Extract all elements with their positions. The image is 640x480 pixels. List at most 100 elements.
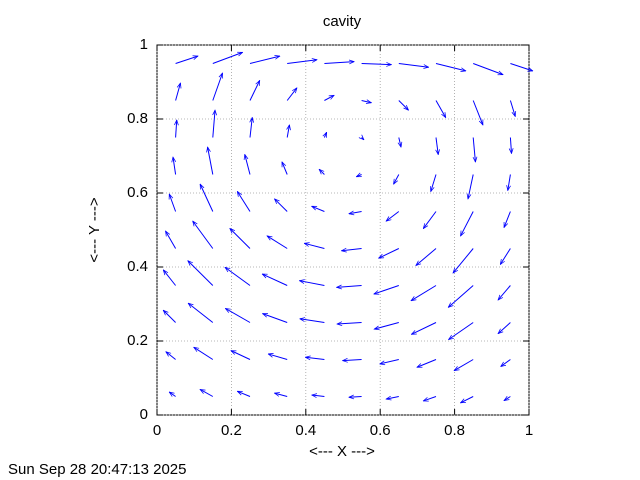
vector-arrow [508, 174, 511, 191]
vector-arrow [268, 354, 288, 360]
vector-arrow [225, 308, 251, 323]
vector-arrow [281, 162, 288, 175]
vector-arrow [349, 212, 362, 214]
vector-arrow [287, 125, 289, 138]
vector-arrow [500, 248, 511, 265]
vector-arrow [237, 390, 251, 397]
vector-arrow [287, 60, 317, 64]
vector-arrow [498, 322, 511, 334]
vector-arrow [411, 322, 437, 335]
y-tick-label: 1 [140, 36, 148, 53]
vector-arrow [343, 360, 362, 361]
y-tick-label: 0.8 [127, 110, 148, 127]
vector-arrow [208, 147, 214, 175]
vector-arrow [305, 357, 325, 359]
vector-arrow [398, 63, 429, 68]
vector-arrow [267, 236, 288, 249]
vector-arrow [468, 174, 474, 199]
vector-arrow [193, 221, 214, 249]
vector-arrow [394, 174, 400, 185]
vector-arrow [245, 155, 251, 175]
vector-arrow [250, 118, 252, 138]
vector-arrow [324, 132, 328, 137]
vector-arrow [453, 248, 474, 273]
vector-arrow [188, 303, 214, 323]
chart-title: cavity [323, 13, 362, 30]
vector-arrow [380, 359, 399, 364]
vector-arrow [361, 101, 372, 103]
x-tick-label: 0.6 [370, 422, 391, 439]
vector-arrow [416, 248, 437, 266]
vector-arrow [194, 347, 214, 360]
vector-arrow [299, 281, 325, 286]
vector-arrow [436, 137, 438, 155]
vector-arrow [473, 137, 475, 162]
vector-arrow [501, 359, 511, 367]
vector-arrow [263, 314, 288, 323]
vector-arrow [473, 63, 503, 75]
vector-arrow [386, 397, 399, 400]
vector-arrow [175, 56, 198, 64]
vector-arrow [337, 323, 362, 324]
vector-arrow [163, 310, 176, 323]
vector-arrow [498, 285, 511, 300]
vector-arrow [249, 56, 280, 64]
vector-arrow [249, 81, 261, 101]
vector-arrow [230, 229, 251, 249]
vector-arrow [472, 100, 484, 125]
timestamp: Sun Sep 28 20:47:13 2025 [8, 461, 187, 478]
vector-arrow [423, 396, 437, 401]
x-axis-label: <--- X ---> [309, 443, 375, 460]
vector-arrow [374, 285, 399, 295]
vector-arrow [286, 88, 297, 101]
vector-arrow [212, 52, 243, 64]
x-tick-label: 0.4 [295, 422, 316, 439]
vector-arrow [319, 169, 325, 175]
vector-arrow [398, 100, 409, 111]
vector-arrow [510, 137, 511, 154]
vector-arrow [173, 157, 177, 175]
vector-arrow [411, 285, 437, 301]
vector-arrow [262, 273, 288, 286]
vector-arrow [199, 184, 214, 212]
vector-arrow [225, 267, 251, 286]
vector-arrow [454, 359, 474, 371]
x-tick-label: 0 [153, 422, 161, 439]
vector-arrow [349, 397, 362, 398]
vector-arrow [324, 95, 334, 101]
vector-arrow [362, 138, 364, 140]
vector-arrow [166, 352, 176, 360]
vector-arrow [169, 392, 176, 397]
vector-arrow [213, 110, 215, 138]
vector-arrow [175, 83, 181, 101]
x-tick-label: 0.2 [221, 422, 242, 439]
vector-arrow [176, 120, 177, 138]
vector-arrow [300, 319, 325, 323]
vector-arrow [312, 395, 325, 396]
y-tick-label: 0.4 [127, 258, 148, 275]
vector-arrow [431, 174, 437, 192]
vector-arrow [510, 63, 532, 71]
y-tick-label: 0 [140, 406, 148, 423]
vector-arrow [423, 211, 437, 229]
vector-arrow [461, 396, 474, 403]
vector-arrow [503, 211, 511, 228]
vector-arrow [231, 350, 251, 360]
vector-arrow [386, 211, 400, 222]
vector-arrow [399, 137, 401, 148]
x-tick-label: 0.8 [444, 422, 465, 439]
vector-arrow [212, 73, 223, 101]
vector-arrow [435, 63, 466, 71]
vector-arrow [275, 393, 288, 397]
vector-arrow [417, 359, 437, 368]
vector-arrow [361, 64, 392, 65]
y-tick-label: 0.2 [127, 332, 148, 349]
vector-arrow [237, 192, 251, 212]
vector-arrow [200, 389, 214, 397]
y-axis-label: <--- Y ---> [86, 197, 103, 263]
y-tick-label: 0.6 [127, 184, 148, 201]
vector-arrow [449, 322, 474, 340]
vector-arrow [509, 100, 515, 117]
